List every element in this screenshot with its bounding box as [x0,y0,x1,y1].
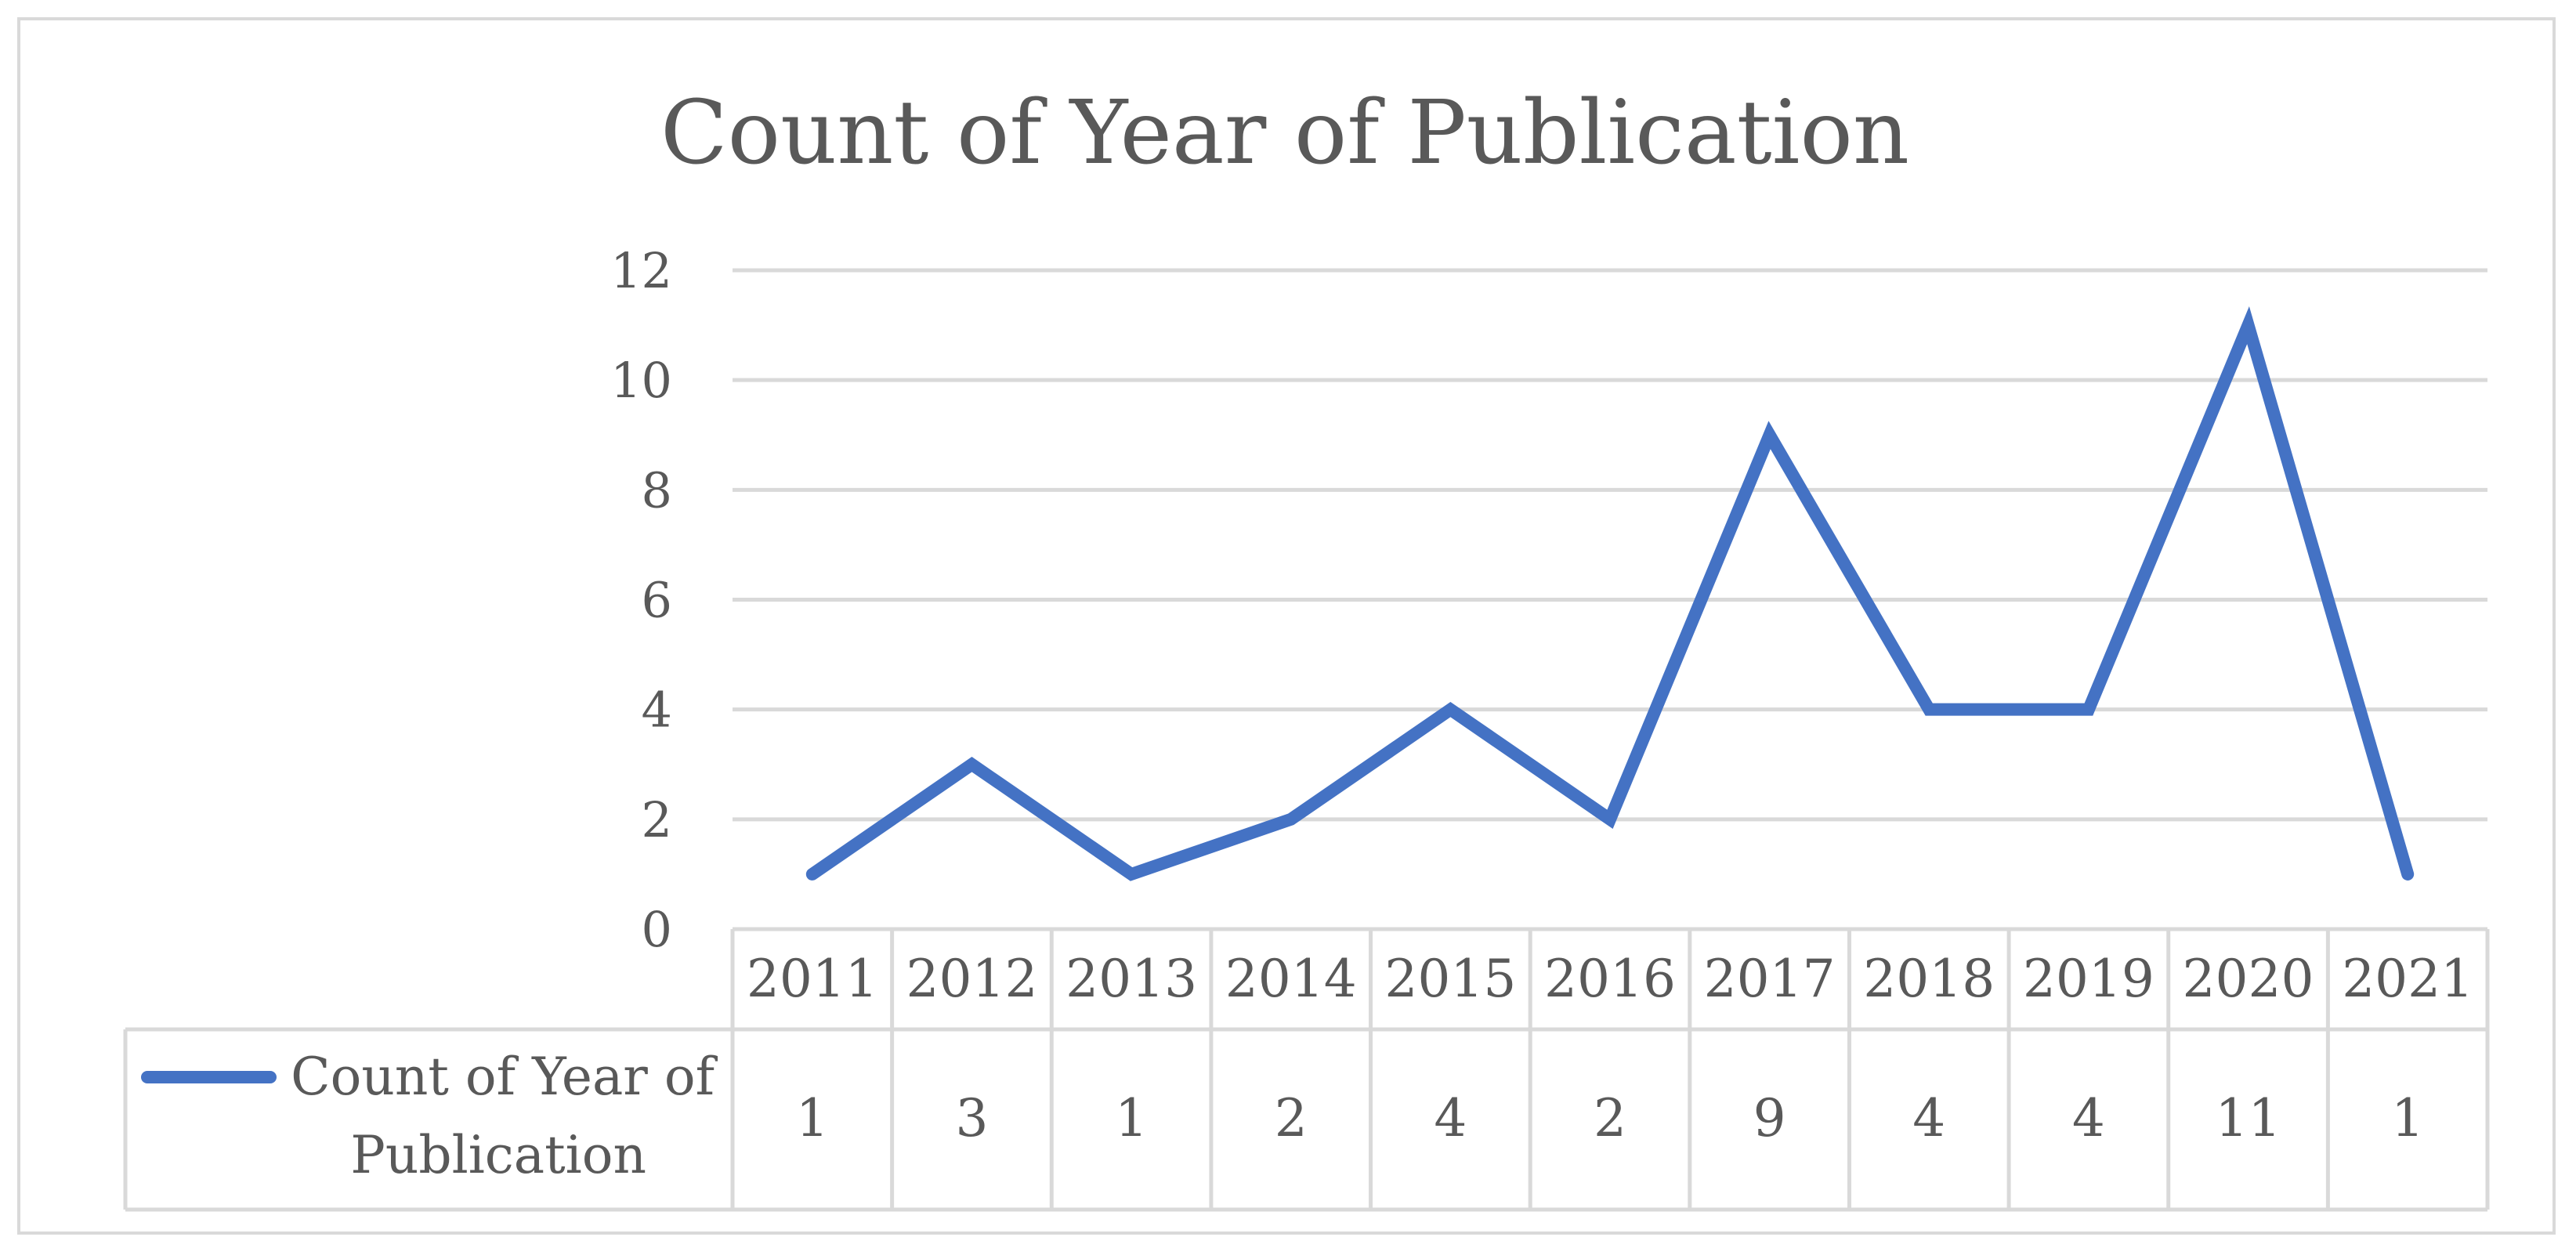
y-axis-ticks: 0 2 4 6 8 10 12 [610,242,672,958]
table-value-cell: 3 [955,1088,988,1148]
x-tick-label: 2020 [2183,949,2314,1009]
x-tick-label: 2021 [2342,949,2473,1009]
y-tick-label: 8 [642,461,672,519]
y-tick-label: 4 [642,682,672,739]
table-value-cell: 1 [796,1088,829,1148]
chart-frame [17,17,2556,1235]
y-tick-label: 0 [642,901,672,958]
chart-title: Count of Year of Publication [660,82,1909,184]
table-value-cell: 2 [1594,1088,1626,1148]
x-tick-label: 2014 [1225,949,1357,1009]
x-tick-label: 2017 [1704,949,1836,1009]
x-tick-label: 2012 [906,949,1037,1009]
x-tick-label: 2013 [1065,949,1197,1009]
data-table: 2011 1 2012 3 2013 1 2014 2 2015 4 2016 2 2017 9 2018 4… [123,927,2490,1212]
y-tick-label: 12 [610,242,672,299]
y-tick-label: 2 [642,791,672,848]
table-value-cell: 1 [2391,1088,2424,1148]
y-tick-label: 6 [642,572,672,629]
x-tick-label: 2011 [747,949,878,1009]
table-value-cell: 1 [1115,1088,1148,1148]
x-tick-label: 2016 [1544,949,1676,1009]
gridlines [733,268,2487,822]
legend-label-line-2: Publication [350,1125,646,1185]
table-value-cell: 4 [1912,1088,1945,1148]
x-tick-label: 2019 [2023,949,2155,1009]
table-value-cell: 9 [1753,1088,1786,1148]
y-tick-label: 10 [610,352,672,409]
table-value-cell: 2 [1275,1088,1308,1148]
x-tick-label: 2018 [1863,949,1995,1009]
series-line-layer [805,306,2415,881]
table-value-cell: 11 [2216,1088,2281,1148]
table-value-cell: 4 [1434,1088,1467,1148]
x-tick-label: 2015 [1384,949,1516,1009]
table-value-cell: 4 [2072,1088,2105,1148]
legend-label-line-1: Count of Year of [291,1047,718,1107]
legend: Count of Year of Publication [141,1047,718,1185]
